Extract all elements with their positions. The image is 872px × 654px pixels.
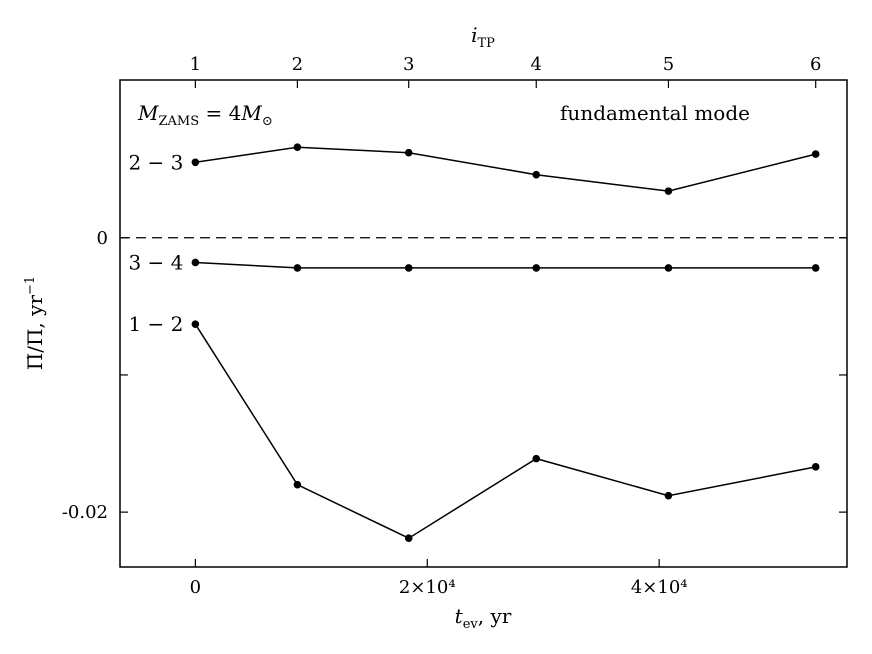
x-axis-title: tev, yr <box>455 604 512 632</box>
data-point <box>191 320 200 328</box>
y-axis-title: Π̇/Π, yr−1 <box>23 276 47 370</box>
data-point <box>811 463 820 471</box>
data-point <box>532 264 541 272</box>
data-point <box>191 258 200 267</box>
series-line-2 <box>195 261 816 269</box>
series-labels: 2 − 3 3 − 4 1 − 2 <box>128 150 183 336</box>
series-label-2: 3 − 4 <box>128 250 183 274</box>
top-tick-label: 4 <box>531 54 542 75</box>
top-axis-title: iTP <box>471 23 495 51</box>
x-tick-label: 0 <box>190 577 201 598</box>
mode-annotation: fundamental mode <box>560 101 750 125</box>
x-tick-label: 4×10⁴ <box>631 577 688 598</box>
data-point <box>664 264 673 272</box>
data-point <box>811 264 820 272</box>
tick-labels: 0 2×10⁴ 4×10⁴ 1 2 3 4 5 6 0 -0.02 <box>62 54 822 598</box>
data-point <box>532 170 541 179</box>
series-lines <box>194 146 816 540</box>
axis-ticks <box>120 80 847 567</box>
series-label-1: 2 − 3 <box>128 150 183 174</box>
top-tick-label: 2 <box>292 54 303 75</box>
data-point <box>293 143 302 152</box>
x-tick-label: 2×10⁴ <box>399 577 456 598</box>
series-line-1 <box>195 146 816 192</box>
plot-frame <box>119 79 848 568</box>
data-point <box>664 187 673 195</box>
data-point <box>191 158 200 167</box>
data-points <box>191 143 820 542</box>
data-point <box>404 148 413 157</box>
y-tick-label: -0.02 <box>62 502 108 523</box>
series-line-3 <box>194 323 816 540</box>
data-point <box>811 150 820 158</box>
data-point <box>293 264 302 272</box>
top-tick-label: 5 <box>663 54 674 75</box>
top-tick-label: 3 <box>403 54 414 75</box>
top-tick-label: 6 <box>810 54 821 75</box>
data-point <box>293 480 302 489</box>
data-point <box>532 454 541 463</box>
mass-annotation: MZAMS = 4M⊙ <box>137 101 273 129</box>
data-point <box>404 264 413 272</box>
y-tick-label: 0 <box>97 228 108 249</box>
series-label-3: 1 − 2 <box>128 312 183 336</box>
data-point <box>404 534 413 542</box>
top-tick-label: 1 <box>190 54 201 75</box>
data-point <box>664 491 673 500</box>
